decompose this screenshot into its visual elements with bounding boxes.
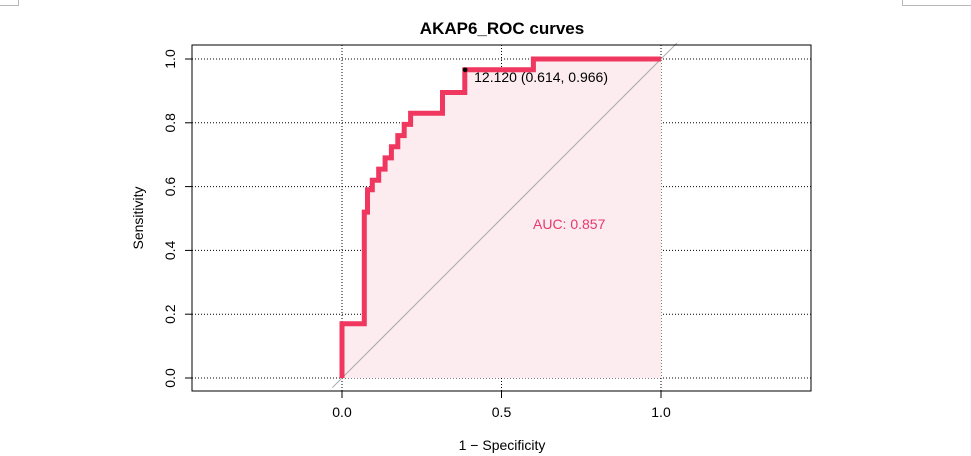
x-axis-label: 1 − Specificity	[459, 437, 546, 453]
best-threshold-point	[462, 67, 468, 73]
x-tick-label: 0.0	[332, 404, 352, 420]
x-axis: 0.0 0.5 1.0	[332, 390, 671, 420]
x-tick-label: 0.5	[492, 404, 512, 420]
frame-corner-right	[902, 0, 971, 6]
frame-corner-left	[0, 0, 19, 6]
chart-title: AKAP6_ROC curves	[420, 19, 584, 38]
x-tick-label: 1.0	[651, 404, 671, 420]
y-tick-label: 0.4	[162, 240, 178, 260]
y-tick-label: 0.6	[162, 177, 178, 197]
y-axis-label: Sensitivity	[130, 186, 146, 249]
y-tick-label: 1.0	[162, 49, 178, 69]
best-threshold-label: 12.120 (0.614, 0.966)	[474, 69, 608, 85]
y-tick-label: 0.2	[162, 304, 178, 324]
roc-curve-line	[339, 56, 661, 378]
y-tick-label: 0.0	[162, 368, 178, 388]
y-axis: 0.0 0.2 0.4 0.6 0.8 1.0	[162, 49, 192, 388]
auc-label: AUC: 0.857	[533, 216, 606, 232]
y-tick-label: 0.8	[162, 113, 178, 133]
reference-diagonal	[332, 42, 678, 388]
